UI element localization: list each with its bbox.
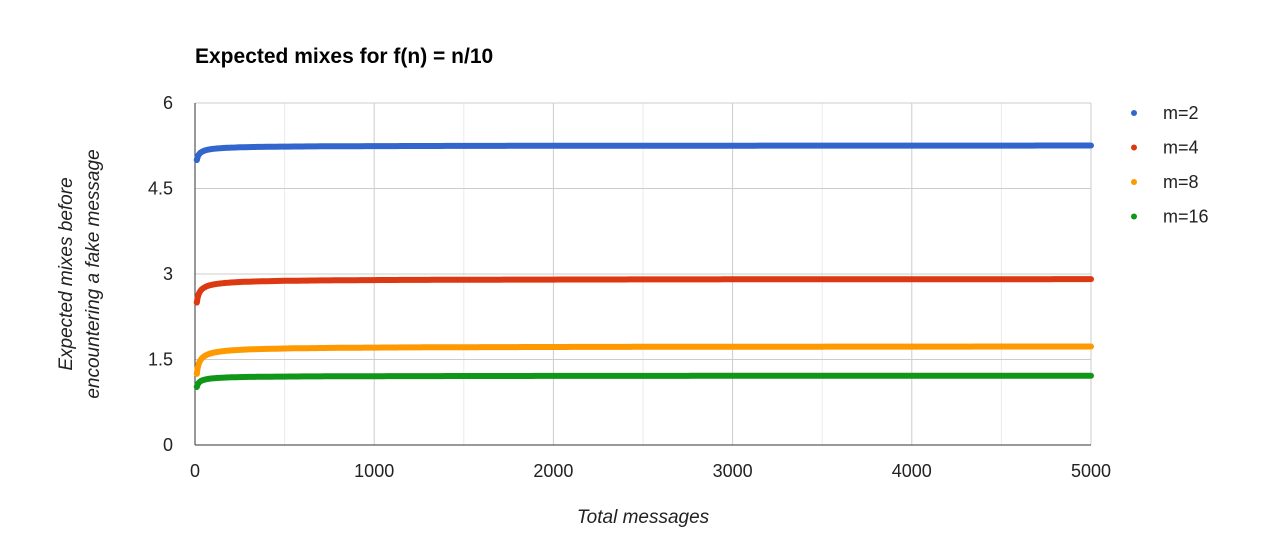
y-tick-label: 3 (163, 264, 173, 284)
series-line (193, 276, 1094, 306)
series-point (193, 157, 200, 163)
series-line (193, 142, 1094, 163)
x-tick-label: 3000 (713, 461, 753, 481)
legend-label: m=16 (1163, 207, 1209, 227)
series-m=16 (193, 372, 1094, 390)
series-point (193, 370, 200, 377)
legend-item: m=2 (1131, 103, 1199, 123)
series-line (193, 343, 1094, 377)
chart-title: Expected mixes for f(n) = n/10 (195, 45, 493, 68)
x-tick-label: 1000 (354, 461, 394, 481)
x-tick-label: 0 (190, 461, 200, 481)
gridlines (195, 102, 1092, 445)
y-tick-label: 1.5 (148, 350, 173, 370)
y-axis-title-line-1: Expected mixes before (56, 177, 77, 370)
series-m=2 (193, 142, 1094, 163)
legend-label: m=4 (1163, 138, 1199, 158)
legend-marker (1131, 144, 1137, 151)
y-tick-label: 4.5 (148, 179, 173, 199)
series-m=4 (193, 276, 1094, 306)
series-line (193, 372, 1094, 390)
legend: m=2 m=4 m=8 m=16 (1131, 103, 1209, 227)
tick-labels: 0 1000 2000 3000 4000 5000 0 1.5 3 4.5 6 (148, 93, 1111, 481)
y-tick-label: 0 (163, 435, 173, 455)
legend-marker (1131, 179, 1137, 185)
legend-item: m=16 (1131, 207, 1209, 227)
legend-label: m=8 (1163, 172, 1199, 192)
legend-marker (1131, 110, 1137, 116)
y-tick-label: 6 (163, 93, 173, 113)
series-point (193, 383, 200, 390)
legend-marker (1131, 213, 1137, 220)
x-tick-label: 5000 (1071, 461, 1111, 481)
plot-area (193, 142, 1094, 390)
legend-item: m=4 (1131, 138, 1199, 158)
x-axis-title: Total messages (577, 507, 710, 528)
y-axis-title-line-2: encountering a fake message (83, 149, 104, 398)
x-tick-label: 2000 (533, 461, 573, 481)
legend-label: m=2 (1163, 103, 1199, 123)
x-tick-label: 4000 (892, 461, 932, 481)
legend-item: m=8 (1131, 172, 1199, 192)
series-point (193, 299, 200, 306)
series-m=8 (193, 343, 1094, 377)
